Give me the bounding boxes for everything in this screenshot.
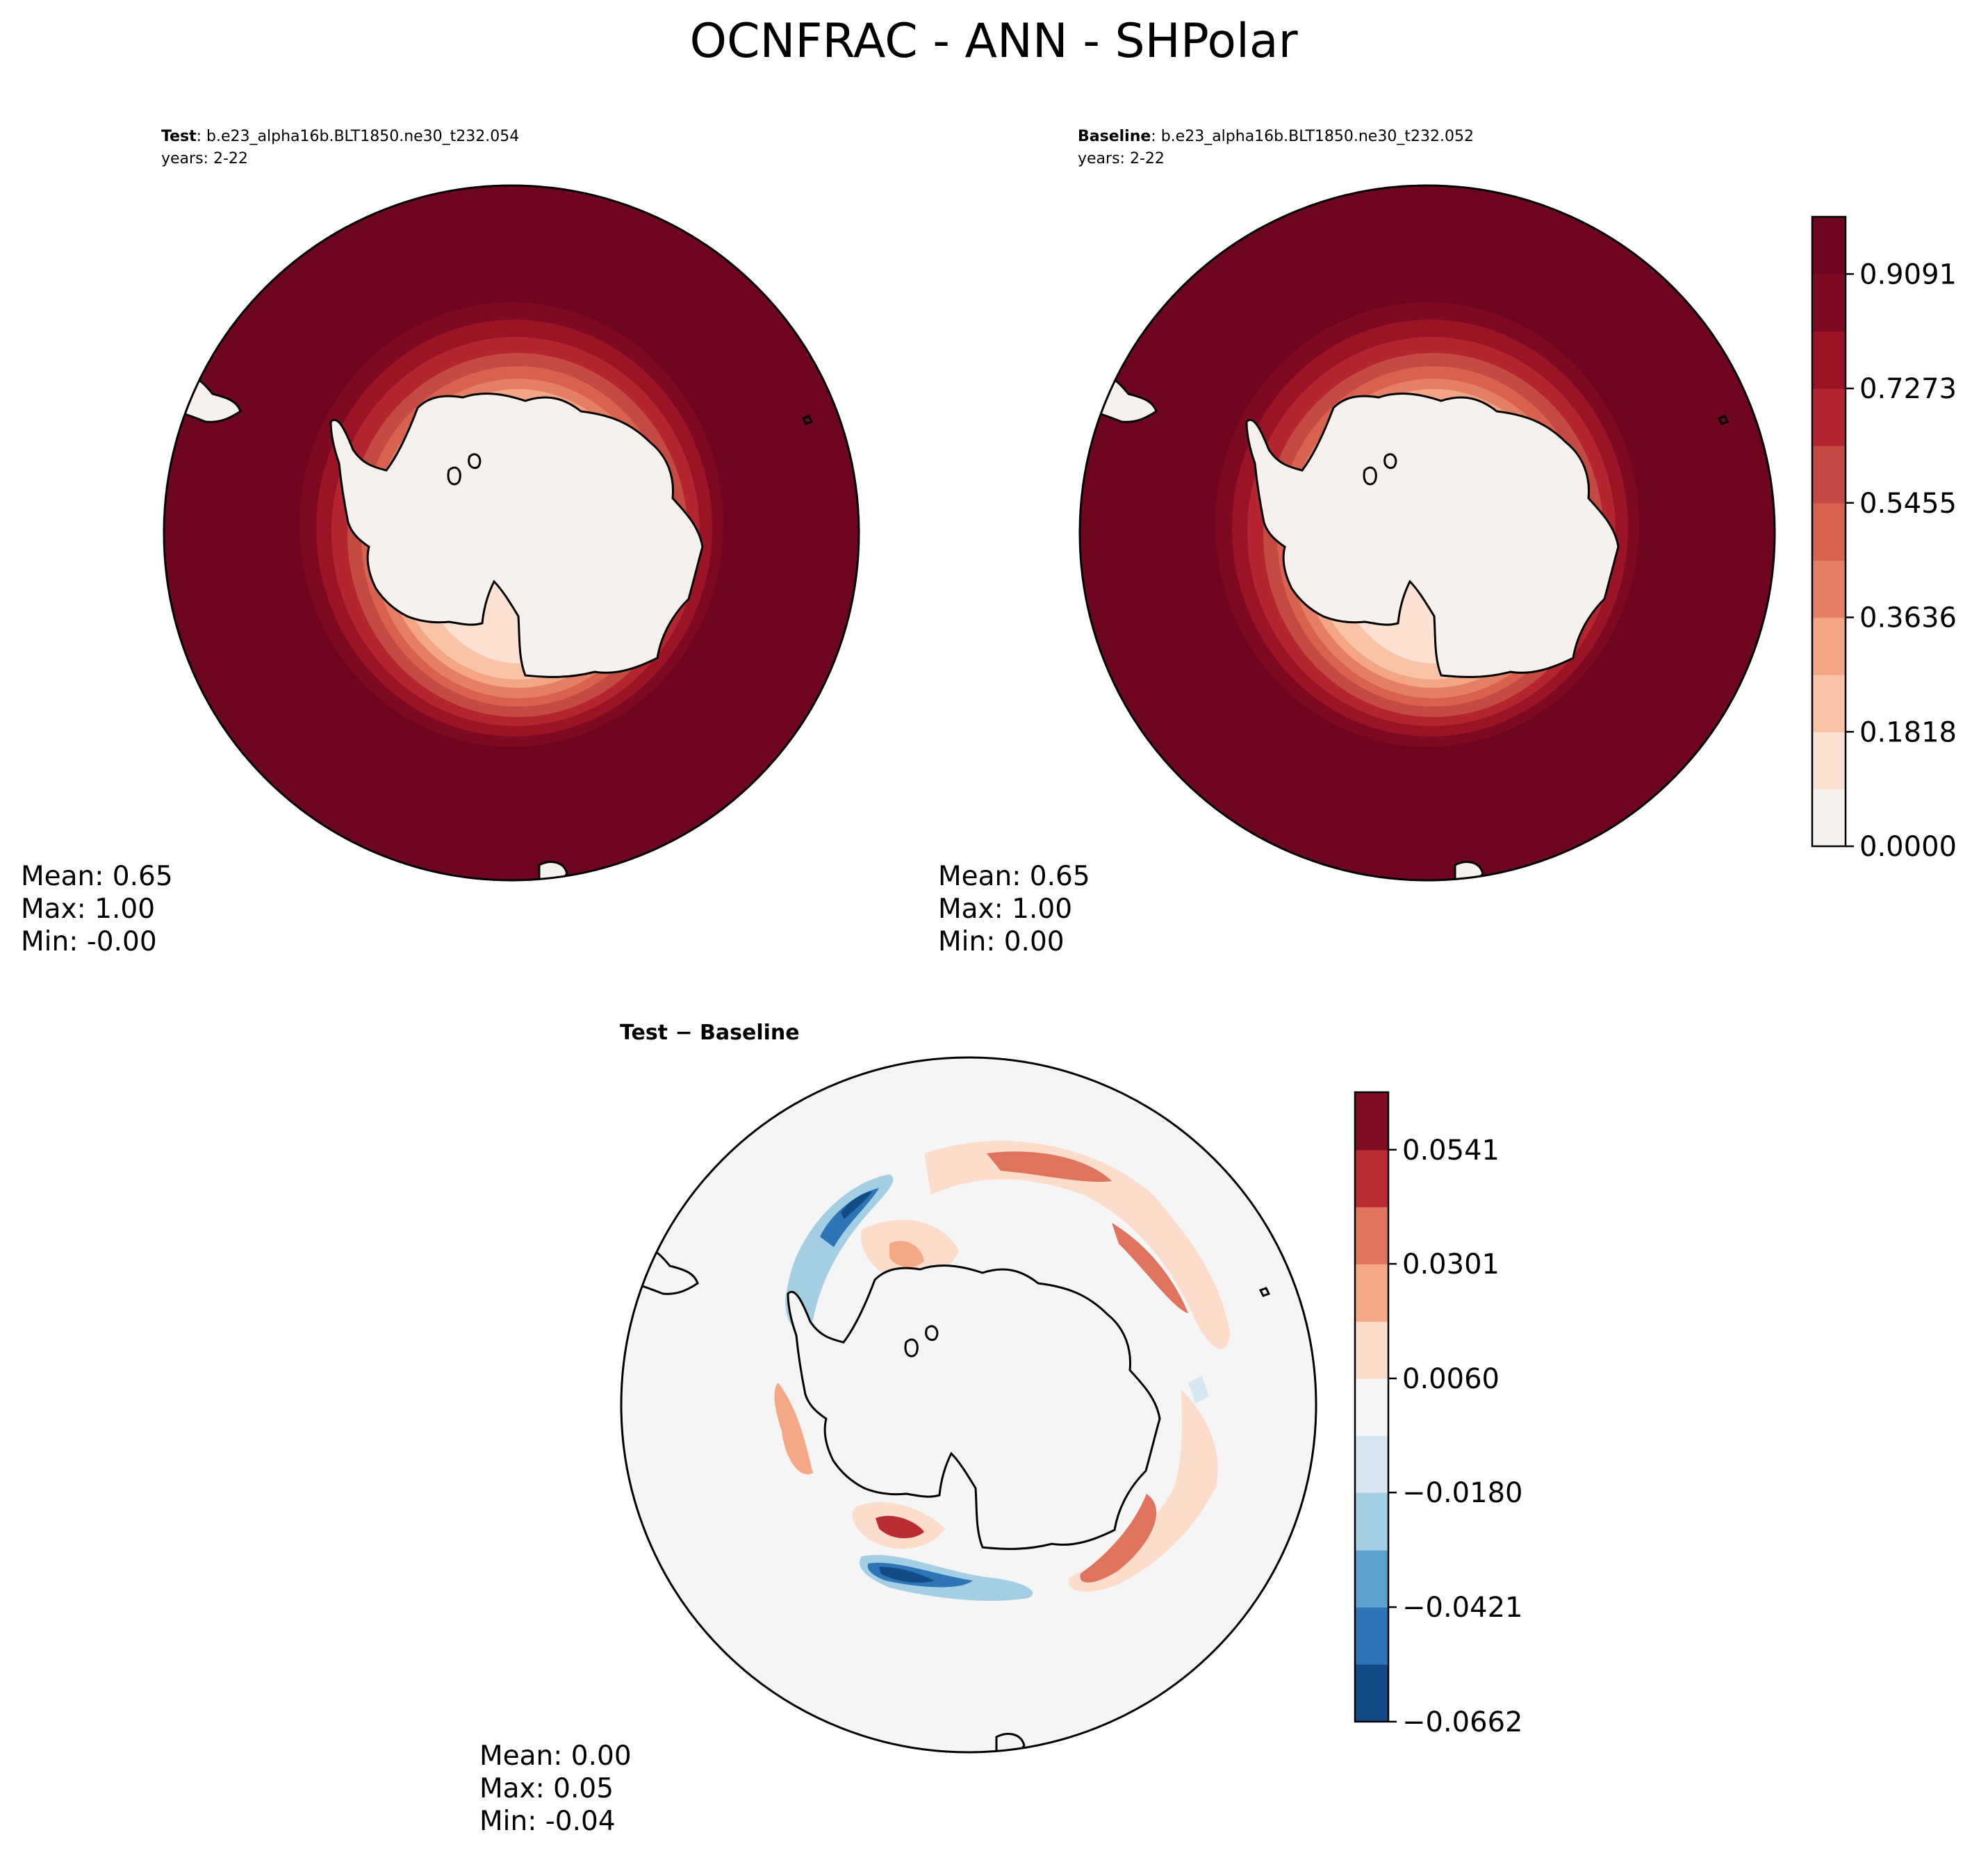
difference-min: Min: -0.04	[479, 1806, 616, 1837]
difference-colorbar-segment	[1355, 1206, 1388, 1265]
ocnfrac-colorbar-segment	[1812, 789, 1846, 847]
difference-title: Test − Baseline	[620, 1021, 800, 1045]
ocnfrac-colorbar-segment	[1812, 217, 1846, 274]
ocnfrac-colorbar-tick-label: 0.3636	[1859, 602, 1957, 634]
difference-max: Max: 0.05	[479, 1773, 614, 1804]
difference-colorbar: −0.0662 −0.0421 −0.0180 0.0060 0.0301 0.0541	[1354, 1091, 1522, 1738]
difference-colorbar-tick-label: −0.0662	[1402, 1706, 1522, 1738]
ocnfrac-colorbar-segment	[1812, 274, 1846, 332]
difference-colorbar-segment	[1355, 1492, 1388, 1551]
test-years: years: 2-22	[161, 150, 248, 167]
ocnfrac-colorbar-tick-label: 0.5455	[1859, 488, 1957, 520]
difference-colorbar-segment	[1355, 1149, 1388, 1208]
ocnfrac-colorbar-segment	[1812, 617, 1846, 675]
difference-colorbar-frame	[1354, 1091, 1390, 1723]
ocnfrac-colorbar-segment	[1812, 445, 1846, 504]
difference-colorbar-segment	[1355, 1264, 1388, 1322]
ocnfrac-colorbar-tick-label: 0.1818	[1859, 716, 1957, 748]
difference-colorbar-tick-label: −0.0180	[1402, 1477, 1522, 1509]
baseline-mean: Mean: 0.65	[938, 861, 1090, 892]
svg-text:Test: b.e23_alpha16b.BLT1850.n: Test: b.e23_alpha16b.BLT1850.ne30_t232.0…	[161, 128, 519, 145]
svg-text:Baseline: b.e23_alpha16b.BLT18: Baseline: b.e23_alpha16b.BLT1850.ne30_t2…	[1078, 128, 1474, 145]
baseline-map-border	[1078, 184, 1776, 882]
difference-colorbar-tick-label: 0.0541	[1402, 1135, 1500, 1167]
test-min: Min: -0.00	[21, 926, 157, 957]
difference-map-border	[620, 1056, 1317, 1754]
difference-colorbar-tick-label: 0.0060	[1402, 1363, 1500, 1395]
difference-colorbar-tick-label: −0.0421	[1402, 1592, 1522, 1624]
test-panel: Test: b.e23_alpha16b.BLT1850.ne30_t232.0…	[21, 128, 860, 957]
baseline-years: years: 2-22	[1078, 150, 1165, 167]
test-max: Max: 1.00	[21, 893, 155, 925]
baseline-map	[1080, 186, 1775, 880]
ocnfrac-colorbar-segment	[1812, 560, 1846, 618]
ocnfrac-colorbar: 0.0000 0.1818 0.3636 0.5455 0.7273 0.9091	[1811, 215, 1957, 863]
difference-map	[621, 1057, 1316, 1752]
difference-colorbar-segment	[1355, 1549, 1388, 1608]
baseline-label-case: : b.e23_alpha16b.BLT1850.ne30_t232.052	[1151, 128, 1474, 145]
test-label-bold: Test	[161, 128, 197, 145]
test-map-border	[163, 184, 860, 882]
ocnfrac-colorbar-segment	[1812, 732, 1846, 790]
figure-title: OCNFRAC - ANN - SHPolar	[689, 14, 1297, 69]
ocnfrac-colorbar-segment	[1812, 388, 1846, 447]
test-label-case: : b.e23_alpha16b.BLT1850.ne30_t232.054	[197, 128, 520, 145]
ocnfrac-colorbar-segment	[1812, 674, 1846, 732]
baseline-label-bold: Baseline	[1078, 128, 1151, 145]
difference-colorbar-segment	[1355, 1435, 1388, 1493]
difference-colorbar-tick-label: 0.0301	[1402, 1249, 1500, 1280]
ocnfrac-colorbar-tick-label: 0.9091	[1859, 258, 1957, 290]
difference-mean: Mean: 0.00	[479, 1740, 632, 1772]
ocnfrac-colorbar-segment	[1812, 502, 1846, 561]
difference-colorbar-segment	[1355, 1092, 1388, 1151]
baseline-min: Min: 0.00	[938, 926, 1065, 957]
difference-colorbar-segment	[1355, 1378, 1388, 1436]
difference-colorbar-segment	[1355, 1607, 1388, 1665]
ocnfrac-colorbar-frame	[1811, 215, 1847, 848]
ocnfrac-colorbar-tick-label: 0.7273	[1859, 373, 1957, 405]
difference-colorbar-segment	[1355, 1664, 1388, 1722]
difference-colorbar-segment	[1355, 1321, 1388, 1379]
baseline-max: Max: 1.00	[938, 893, 1072, 925]
test-mean: Mean: 0.65	[21, 861, 173, 892]
ocnfrac-colorbar-tick-label: 0.0000	[1859, 831, 1957, 863]
ocnfrac-colorbar-segment	[1812, 331, 1846, 389]
difference-panel: Test − Baseline	[479, 1021, 1522, 1837]
test-map	[164, 186, 859, 880]
baseline-panel: Baseline: b.e23_alpha16b.BLT1850.ne30_t2…	[938, 128, 1957, 957]
